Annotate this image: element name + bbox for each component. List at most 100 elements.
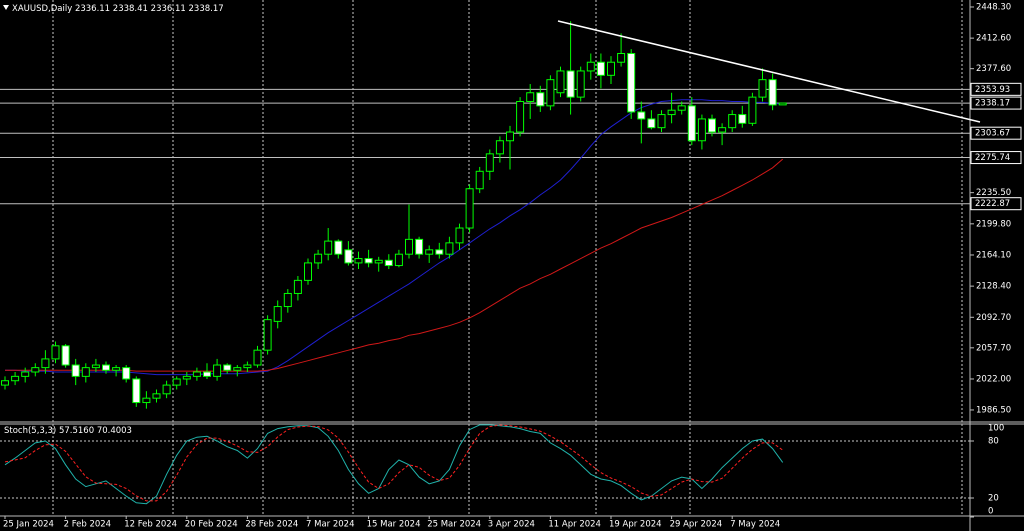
candle-body bbox=[455, 227, 464, 244]
y-tick-label: 2412.60 bbox=[976, 34, 1011, 44]
candle-body bbox=[233, 367, 242, 371]
candle-body bbox=[344, 249, 353, 264]
symbol: XAUUSD,Daily bbox=[12, 4, 72, 14]
candle-body bbox=[91, 364, 100, 369]
candle-body bbox=[304, 262, 312, 281]
candle-body bbox=[718, 127, 727, 133]
signal-readout: 70.4003 bbox=[97, 426, 132, 436]
y-tick-label: 2057.70 bbox=[976, 343, 1011, 353]
stoch-signal-line bbox=[4, 424, 783, 502]
candle-body bbox=[415, 238, 424, 255]
candle-body bbox=[566, 70, 575, 98]
moving-average bbox=[5, 158, 784, 372]
level-label-box bbox=[970, 96, 1022, 110]
candle-body bbox=[21, 371, 30, 377]
candle-body bbox=[203, 371, 211, 377]
candle-body bbox=[71, 364, 80, 377]
candle-body bbox=[223, 364, 232, 371]
candle-body bbox=[586, 61, 595, 72]
candle-body bbox=[324, 240, 333, 255]
x-tick-label: 12 Feb 2024 bbox=[124, 520, 177, 530]
candle-body bbox=[647, 118, 656, 129]
candle-body bbox=[506, 131, 514, 142]
candle-body bbox=[172, 378, 181, 386]
x-tick-label: 20 Feb 2024 bbox=[185, 520, 238, 530]
x-tick-label: 7 May 2024 bbox=[730, 520, 780, 530]
x-tick-label: 29 Apr 2024 bbox=[670, 520, 723, 530]
main-readout: 57.5160 bbox=[59, 426, 94, 436]
candle-body bbox=[728, 114, 737, 129]
candle-body bbox=[445, 242, 454, 255]
candle-body bbox=[546, 79, 555, 107]
x-tick-label: 25 Jan 2024 bbox=[3, 520, 54, 530]
vertical-grid bbox=[52, 0, 963, 516]
x-tick-label: 7 Mar 2024 bbox=[306, 520, 354, 530]
candle-body bbox=[475, 170, 484, 190]
x-tick-label: 11 Apr 2024 bbox=[548, 520, 601, 530]
candle-body bbox=[596, 61, 605, 76]
candle-body bbox=[41, 358, 50, 369]
candle-body bbox=[677, 105, 686, 111]
candle-body bbox=[374, 259, 383, 264]
stoch-y-tick-label: 80 bbox=[988, 437, 999, 447]
x-tick-label: 19 Apr 2024 bbox=[609, 520, 662, 530]
candle-body bbox=[607, 61, 615, 76]
stoch-y-tick-label: 20 bbox=[988, 494, 999, 504]
x-tick-label: 3 Apr 2024 bbox=[488, 520, 535, 530]
y-tick-label: 2128.40 bbox=[976, 282, 1011, 292]
candle-body bbox=[576, 70, 585, 98]
candle-body bbox=[435, 249, 444, 255]
y-tick-label: 2448.30 bbox=[976, 2, 1011, 12]
candle-body bbox=[182, 375, 191, 380]
level-label-box bbox=[970, 126, 1022, 140]
x-tick-label: 15 Mar 2024 bbox=[367, 520, 421, 530]
candle-body bbox=[627, 52, 636, 113]
candle-body bbox=[637, 111, 646, 120]
level-label-box bbox=[970, 151, 1022, 165]
candle-body bbox=[122, 367, 131, 380]
x-tick-label: 25 Mar 2024 bbox=[427, 520, 481, 530]
candle-body bbox=[152, 393, 161, 399]
candle-body bbox=[132, 378, 141, 404]
candle-body bbox=[708, 118, 716, 133]
candle-body bbox=[31, 367, 40, 373]
candle-body bbox=[81, 367, 90, 377]
candle-body bbox=[748, 96, 757, 124]
close-readout: 2338.17 bbox=[189, 4, 224, 14]
candle-body bbox=[283, 292, 292, 308]
candle-body bbox=[495, 140, 504, 155]
candle-body bbox=[213, 364, 222, 377]
candle-body bbox=[11, 375, 20, 382]
y-tick-label: 2164.10 bbox=[976, 250, 1011, 260]
level-label: 2338.17 bbox=[975, 99, 1010, 109]
candle-body bbox=[243, 364, 252, 369]
level-label: 2275.74 bbox=[975, 153, 1010, 163]
candle-body bbox=[293, 279, 302, 294]
level-label: 2303.67 bbox=[975, 129, 1010, 139]
y-tick-label: 2377.60 bbox=[976, 64, 1011, 74]
low-readout: 2336.11 bbox=[151, 4, 186, 14]
candle-body bbox=[465, 188, 474, 229]
candle-body bbox=[556, 70, 565, 94]
candle-body bbox=[778, 102, 787, 106]
candle-body bbox=[142, 397, 151, 404]
candle-body bbox=[768, 79, 777, 106]
candle-body bbox=[425, 249, 434, 255]
candle-body bbox=[657, 114, 666, 129]
y-tick-label: 2235.50 bbox=[976, 188, 1011, 198]
candle-body bbox=[162, 384, 171, 395]
candle-body bbox=[687, 105, 696, 142]
candle-body bbox=[1, 380, 9, 386]
stoch-y-tick-label: 100 bbox=[988, 424, 1004, 434]
candle-body bbox=[112, 367, 121, 371]
indicator-header: Stoch(5,3,3) 57.5160 70.4003 bbox=[4, 426, 132, 436]
y-tick-label: 2092.70 bbox=[976, 313, 1011, 323]
candle-body bbox=[51, 345, 60, 360]
candle-body bbox=[516, 100, 525, 133]
level-label: 2222.87 bbox=[975, 199, 1010, 209]
y-tick-label: 2022.00 bbox=[976, 374, 1011, 384]
candle-body bbox=[405, 238, 413, 255]
